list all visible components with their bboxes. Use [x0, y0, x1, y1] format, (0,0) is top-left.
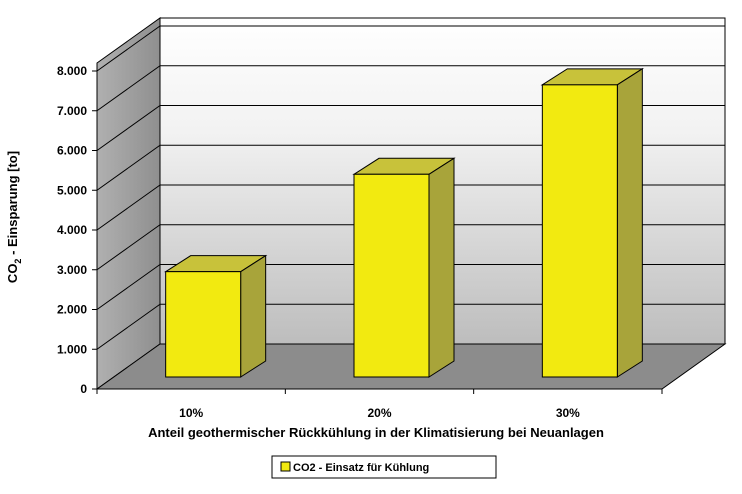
- bars: [163, 67, 645, 378]
- bar-side: [240, 254, 267, 378]
- axes: [96, 71, 662, 390]
- y-axis-title-subscript: 2: [13, 259, 23, 264]
- gridline-side: [96, 264, 161, 310]
- y-axis-title: CO2 - Einsparung [to]: [5, 151, 23, 283]
- x-tick-labels: 10% 20% 30%: [179, 406, 580, 420]
- y-tick-label: 8.000: [57, 64, 87, 78]
- y-tick-label: 2.000: [57, 303, 87, 317]
- y-tick-label: 0: [80, 382, 87, 396]
- bar-front: [541, 84, 618, 378]
- y-axis-title-rest: - Einsparung [to]: [5, 151, 20, 259]
- bar: [352, 157, 456, 378]
- bar: [163, 254, 268, 378]
- legend-label: CO2 - Einsatz für Kühlung: [293, 462, 429, 474]
- legend: CO2 - Einsatz für Kühlung: [271, 455, 497, 479]
- gridline-side: [96, 25, 161, 72]
- y-tick-label: 7.000: [57, 104, 87, 118]
- gridline-side: [96, 65, 161, 112]
- y-tick-label: 1.000: [57, 342, 87, 356]
- y-tick-label: 6.000: [57, 144, 87, 158]
- x-tick-label: 20%: [367, 406, 391, 420]
- gridline-side: [96, 224, 161, 271]
- y-tick-label: 4.000: [57, 223, 87, 237]
- bar-side: [616, 67, 643, 378]
- bar-front: [353, 173, 430, 378]
- legend-swatch: [280, 461, 291, 472]
- y-tick-label: 3.000: [57, 263, 87, 277]
- y-axis-title-main: CO: [5, 264, 20, 284]
- left-wall: [96, 17, 161, 390]
- legend-box: [271, 455, 497, 479]
- x-axis-title: Anteil geothermischer Rückkühlung in der…: [148, 425, 604, 440]
- gridline-side: [96, 184, 161, 231]
- gridline-side: [96, 303, 161, 350]
- y-tick-label: 5.000: [57, 183, 87, 197]
- bar: [540, 67, 645, 378]
- x-tick-label: 30%: [556, 406, 580, 420]
- gridline-side: [96, 144, 161, 191]
- gridline-side: [96, 105, 161, 151]
- bar-front: [165, 271, 242, 378]
- x-tick-label: 10%: [179, 406, 203, 420]
- bar-side: [428, 157, 455, 378]
- y-tick-labels: 0 1.000 2.000 3.000 4.000 5.000 6.000 7.000 8.00…: [57, 64, 87, 396]
